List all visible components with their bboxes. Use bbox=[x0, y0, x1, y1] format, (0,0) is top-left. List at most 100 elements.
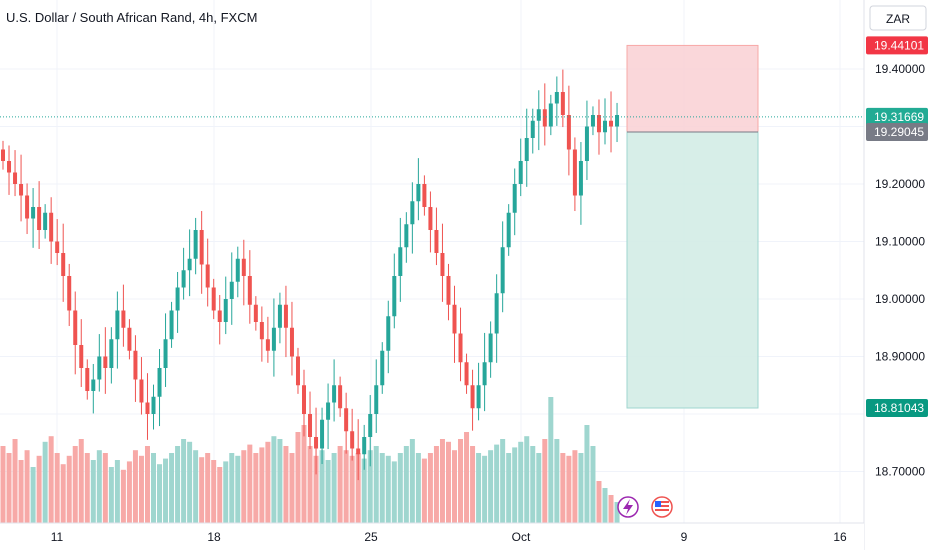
candle-body bbox=[271, 327, 276, 351]
volume-bar bbox=[253, 453, 259, 523]
candle-body bbox=[350, 431, 355, 449]
volume-bar bbox=[518, 441, 524, 523]
take-profit-tag-bg bbox=[866, 399, 928, 418]
time-scale[interactable]: 11 18 25 Oct 9 16 bbox=[51, 530, 847, 544]
stop-loss-zone bbox=[626, 44, 759, 133]
candle-body bbox=[241, 258, 246, 276]
time-scale-bg bbox=[0, 523, 864, 550]
candle-body bbox=[187, 258, 192, 271]
volume-bar bbox=[126, 461, 132, 523]
us-flag-icon[interactable] bbox=[651, 496, 673, 518]
volume-bar bbox=[283, 446, 289, 523]
candle-body bbox=[43, 212, 48, 230]
candle-body bbox=[1, 149, 5, 161]
volume-bar bbox=[48, 436, 54, 523]
price-tick-label: 18.90000 bbox=[875, 350, 925, 364]
volume-bar bbox=[199, 457, 205, 523]
volume-bar bbox=[476, 453, 482, 523]
candle-body bbox=[25, 195, 30, 219]
time-label: Oct bbox=[512, 530, 531, 544]
candle-body bbox=[13, 172, 18, 184]
time-label: 16 bbox=[833, 530, 847, 544]
volume-bar bbox=[187, 441, 193, 523]
volume-bar bbox=[325, 460, 331, 523]
candle-body bbox=[440, 253, 445, 276]
entry-tag: 19.29045 bbox=[866, 122, 928, 141]
candle-body bbox=[416, 184, 421, 202]
price-scale[interactable]: 19.40000 19.20000 19.10000 19.00000 18.90000… bbox=[866, 36, 928, 479]
candle-body bbox=[157, 368, 162, 397]
candle-body bbox=[326, 402, 331, 420]
take-profit-tag: 18.81043 bbox=[866, 399, 928, 418]
stop-loss-tag-bg bbox=[866, 36, 928, 55]
volume-bar bbox=[241, 450, 247, 523]
price-tick-label: 18.70000 bbox=[875, 465, 925, 479]
candle-body bbox=[482, 362, 487, 386]
price-scale-bg bbox=[864, 0, 932, 550]
volume-bar bbox=[12, 439, 18, 523]
candle-body bbox=[428, 207, 433, 230]
volume-bar bbox=[54, 453, 60, 523]
candle-body bbox=[205, 264, 210, 288]
candle-body bbox=[338, 385, 343, 409]
volume-bar bbox=[90, 460, 96, 523]
candle-body bbox=[145, 402, 150, 414]
candle-body bbox=[295, 356, 300, 386]
volume-bar bbox=[488, 450, 494, 523]
volume-bar bbox=[602, 488, 608, 523]
candle-body bbox=[470, 385, 475, 409]
volume-bar bbox=[223, 461, 229, 523]
volume-series bbox=[0, 397, 620, 523]
candle-body bbox=[61, 253, 66, 276]
candle-body bbox=[404, 224, 409, 248]
volume-bar bbox=[6, 453, 12, 523]
volume-bar bbox=[427, 453, 433, 523]
volume-bar bbox=[144, 446, 150, 523]
candle-body bbox=[615, 115, 620, 127]
volume-bar bbox=[337, 446, 343, 523]
volume-bar bbox=[114, 460, 120, 523]
candle-body bbox=[530, 120, 535, 138]
candle-body bbox=[320, 419, 325, 449]
volume-bar bbox=[151, 453, 156, 523]
candle-body bbox=[566, 115, 571, 150]
candle-body bbox=[536, 109, 541, 121]
position-tool[interactable] bbox=[626, 44, 759, 409]
price-tick-label: 19.10000 bbox=[875, 235, 925, 249]
currency-button[interactable]: ZAR bbox=[869, 5, 927, 31]
candle-body bbox=[512, 184, 517, 213]
volume-bar bbox=[385, 455, 391, 523]
volume-bar bbox=[120, 469, 126, 523]
candle-body bbox=[380, 350, 385, 386]
volume-bar bbox=[42, 441, 48, 523]
candle-body bbox=[368, 414, 373, 437]
volume-bar bbox=[169, 453, 175, 523]
candle-body bbox=[55, 241, 60, 253]
candle-body bbox=[584, 126, 589, 161]
candle-body bbox=[362, 437, 367, 455]
volume-bar bbox=[391, 461, 397, 523]
volume-bar bbox=[458, 439, 464, 523]
volume-bar bbox=[464, 432, 470, 523]
volume-bar bbox=[277, 439, 283, 523]
candle-body bbox=[103, 356, 108, 368]
volume-bar bbox=[566, 455, 572, 523]
lightning-icon[interactable] bbox=[617, 496, 639, 518]
price-tick-label: 19.20000 bbox=[875, 177, 925, 191]
candle-body bbox=[199, 230, 204, 265]
time-label: 9 bbox=[681, 530, 688, 544]
volume-bar bbox=[30, 467, 36, 523]
volume-bar bbox=[205, 453, 211, 523]
volume-bar bbox=[259, 447, 265, 523]
volume-bar bbox=[193, 450, 199, 523]
candle-body bbox=[603, 120, 607, 133]
candle-body bbox=[554, 92, 559, 104]
candle-body bbox=[37, 207, 42, 230]
candle-body bbox=[518, 161, 523, 184]
candle-body bbox=[356, 448, 361, 455]
candle-body bbox=[458, 333, 463, 363]
volume-bar bbox=[367, 450, 373, 523]
candle-body bbox=[247, 276, 252, 305]
